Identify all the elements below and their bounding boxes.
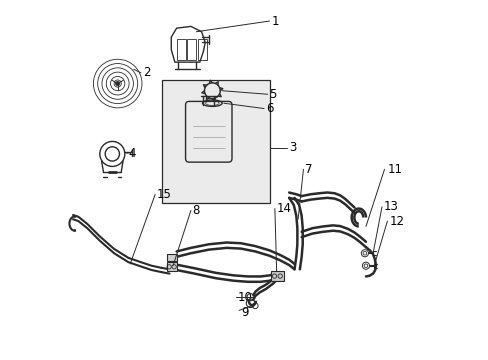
Text: 13: 13 xyxy=(383,200,398,213)
Text: 11: 11 xyxy=(386,163,402,176)
Text: 9: 9 xyxy=(241,306,248,319)
Text: 10: 10 xyxy=(237,291,252,305)
Text: 8: 8 xyxy=(192,204,200,217)
Text: 5: 5 xyxy=(269,88,276,101)
Polygon shape xyxy=(166,254,176,261)
Text: 2: 2 xyxy=(142,66,150,79)
Text: 15: 15 xyxy=(157,188,171,201)
Text: 6: 6 xyxy=(265,102,273,115)
Polygon shape xyxy=(271,271,283,281)
Text: 3: 3 xyxy=(288,141,296,154)
Bar xyxy=(162,80,269,203)
Text: 7: 7 xyxy=(305,163,312,176)
Text: 12: 12 xyxy=(388,215,404,228)
Text: 1: 1 xyxy=(271,14,278,27)
Text: 4: 4 xyxy=(128,147,136,160)
Polygon shape xyxy=(166,262,176,271)
Text: 14: 14 xyxy=(276,202,291,215)
Circle shape xyxy=(115,81,120,86)
